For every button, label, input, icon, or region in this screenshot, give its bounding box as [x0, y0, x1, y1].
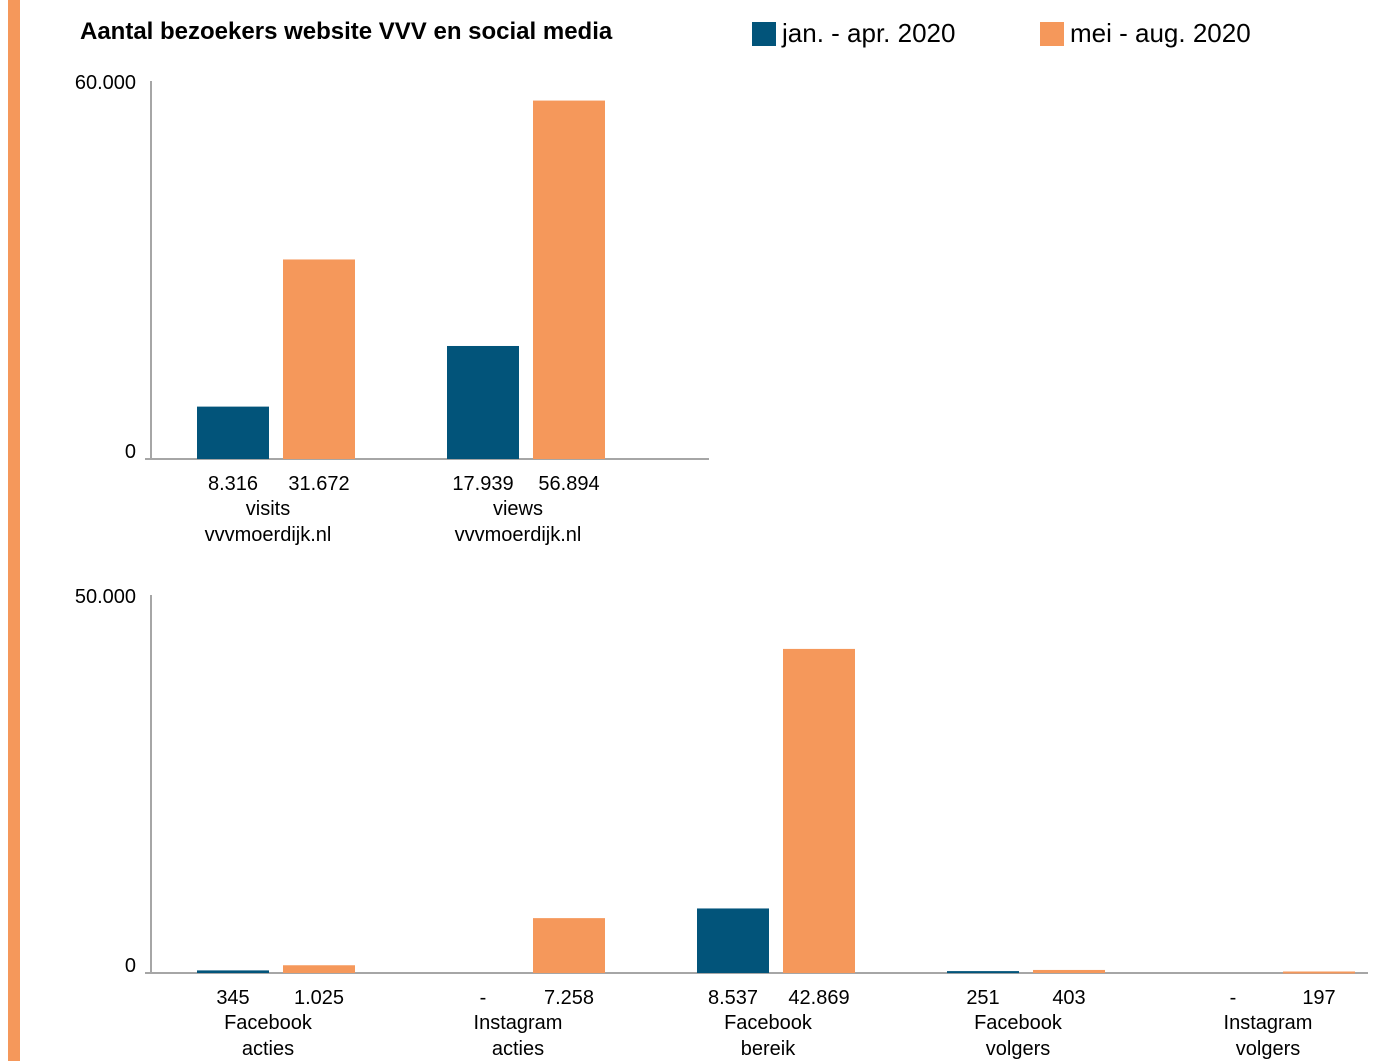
- category-label: acties: [242, 1038, 294, 1060]
- bar-jan-apr: [197, 406, 269, 459]
- category-label: Facebook: [724, 1012, 813, 1034]
- category-label: acties: [492, 1038, 544, 1060]
- legend-item-series-2: mei - aug. 2020: [1040, 18, 1251, 49]
- category-label: visits: [246, 498, 290, 520]
- data-label: -: [480, 987, 487, 1009]
- bar-mei-aug: [1283, 971, 1355, 974]
- data-label: 31.672: [288, 473, 349, 495]
- bar-mei-aug: [283, 965, 355, 973]
- data-label: 403: [1052, 987, 1085, 1009]
- category-label: volgers: [986, 1038, 1050, 1060]
- bar-jan-apr: [697, 908, 769, 973]
- bar-mei-aug: [283, 259, 355, 459]
- bar-mei-aug: [783, 648, 855, 973]
- category-label: Facebook: [974, 1012, 1063, 1034]
- category-label: vvvmoerdijk.nl: [455, 524, 582, 546]
- legend-label-series-2: mei - aug. 2020: [1070, 18, 1251, 48]
- legend-label-series-1: jan. - apr. 2020: [782, 18, 956, 48]
- bar-jan-apr: [197, 970, 269, 973]
- bar-mei-aug: [533, 918, 605, 973]
- data-label: 7.258: [544, 987, 594, 1009]
- data-label: 17.939: [452, 473, 513, 495]
- chart-title: Aantal bezoekers website VVV en social m…: [80, 18, 613, 45]
- category-label: vvvmoerdijk.nl: [205, 524, 332, 546]
- data-label: 251: [966, 987, 999, 1009]
- bar-jan-apr: [947, 971, 1019, 974]
- bar-mei-aug: [533, 100, 605, 459]
- data-label: 56.894: [538, 473, 599, 495]
- data-label: 1.025: [294, 987, 344, 1009]
- data-label: 197: [1302, 987, 1335, 1009]
- bar-mei-aug: [1033, 969, 1105, 973]
- y-tick-label: 0: [125, 441, 136, 463]
- data-label: 8.537: [708, 987, 758, 1009]
- legend-swatch-series-1: [752, 21, 776, 46]
- category-label: Instagram: [474, 1012, 563, 1034]
- category-label: volgers: [1236, 1038, 1300, 1060]
- accent-bar: [8, 0, 20, 1061]
- category-label: Facebook: [224, 1012, 313, 1034]
- category-label: views: [493, 498, 543, 520]
- y-tick-label: 60.000: [75, 72, 136, 94]
- legend-item-series-1: jan. - apr. 2020: [752, 18, 955, 49]
- y-tick-label: 0: [125, 955, 136, 977]
- data-label: 345: [216, 987, 249, 1009]
- data-label: 8.316: [208, 473, 258, 495]
- category-label: bereik: [741, 1038, 796, 1060]
- data-label: -: [1230, 987, 1237, 1009]
- y-tick-label: 50.000: [75, 586, 136, 608]
- legend-swatch-series-2: [1040, 21, 1064, 46]
- category-label: Instagram: [1224, 1012, 1313, 1034]
- bar-jan-apr: [447, 345, 519, 459]
- data-label: 42.869: [788, 987, 849, 1009]
